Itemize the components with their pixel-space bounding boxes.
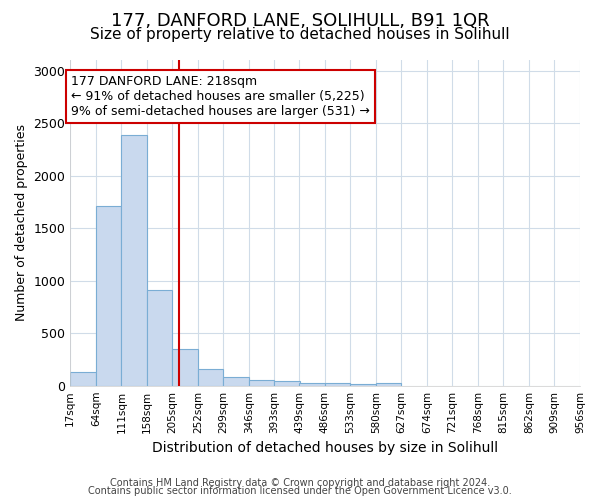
Bar — [350, 384, 376, 386]
Text: Size of property relative to detached houses in Solihull: Size of property relative to detached ho… — [90, 28, 510, 42]
Bar — [147, 290, 172, 386]
Bar — [172, 349, 198, 386]
Bar — [223, 378, 249, 386]
Bar — [96, 206, 121, 386]
Bar — [376, 382, 401, 386]
Bar — [325, 383, 350, 386]
Bar — [198, 370, 223, 386]
Bar — [70, 372, 96, 386]
Bar — [299, 382, 325, 386]
Text: 177 DANFORD LANE: 218sqm
← 91% of detached houses are smaller (5,225)
9% of semi: 177 DANFORD LANE: 218sqm ← 91% of detach… — [71, 74, 370, 118]
Bar — [121, 134, 147, 386]
Text: Contains public sector information licensed under the Open Government Licence v3: Contains public sector information licen… — [88, 486, 512, 496]
Text: 177, DANFORD LANE, SOLIHULL, B91 1QR: 177, DANFORD LANE, SOLIHULL, B91 1QR — [110, 12, 490, 30]
Bar — [274, 381, 300, 386]
Text: Contains HM Land Registry data © Crown copyright and database right 2024.: Contains HM Land Registry data © Crown c… — [110, 478, 490, 488]
Y-axis label: Number of detached properties: Number of detached properties — [15, 124, 28, 322]
Bar — [249, 380, 274, 386]
X-axis label: Distribution of detached houses by size in Solihull: Distribution of detached houses by size … — [152, 441, 498, 455]
